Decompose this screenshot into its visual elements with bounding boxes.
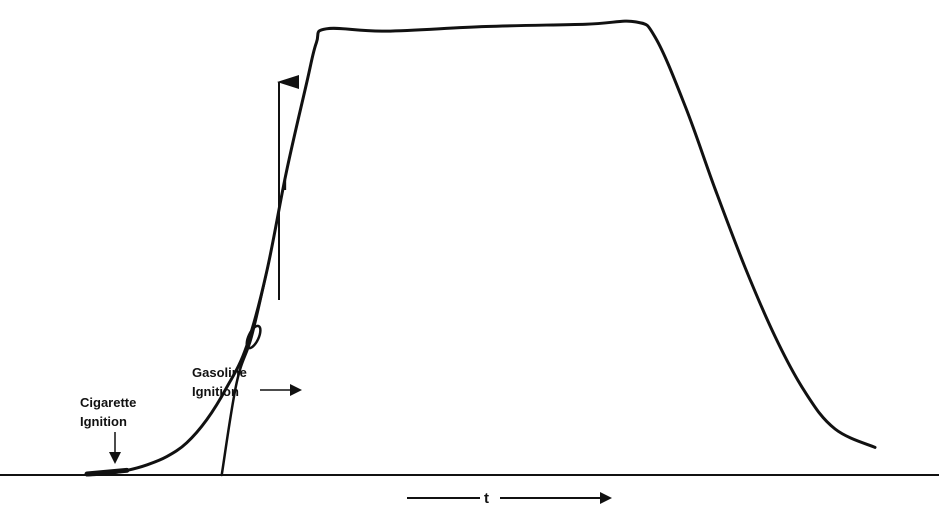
annotation-cigarette-line2: Ignition bbox=[80, 414, 127, 429]
annotation-gasoline-line2: Ignition bbox=[192, 384, 239, 399]
gasoline-ignition-curve bbox=[220, 271, 268, 477]
cigarette-ignition-curve bbox=[85, 19, 877, 477]
curve-intersection-loop bbox=[245, 324, 262, 350]
annotation-gasoline-line1: Gasoline bbox=[192, 365, 247, 380]
cigarette-ignition-start-marker bbox=[84, 467, 130, 477]
x-axis-label: t bbox=[484, 490, 489, 507]
curves-group bbox=[84, 19, 877, 477]
annotation-cigarette-line1: Cigarette bbox=[80, 395, 136, 410]
y-axis-label: I bbox=[283, 177, 287, 194]
